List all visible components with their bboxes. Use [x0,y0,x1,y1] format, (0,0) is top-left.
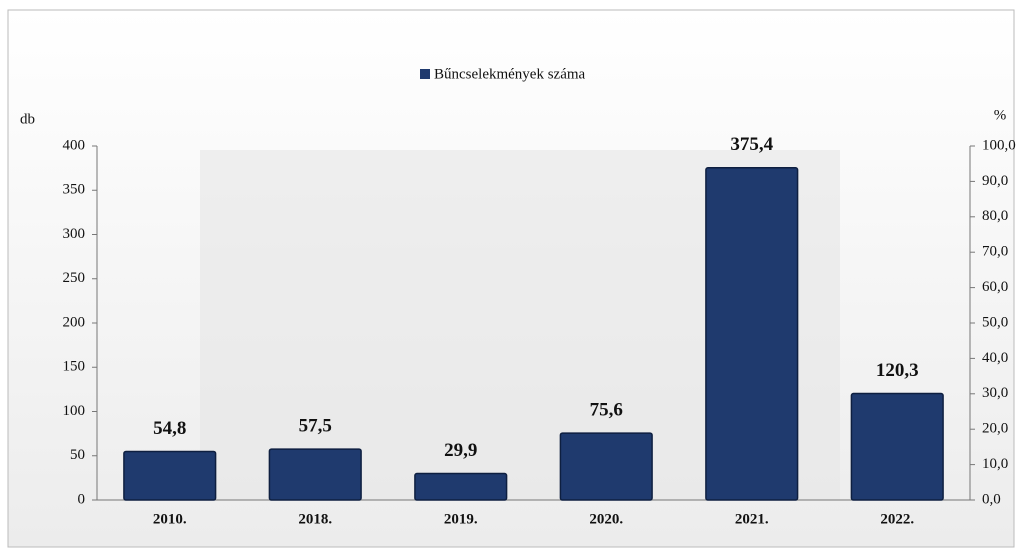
y-tick-label: 250 [63,270,86,286]
value-label: 29,9 [444,440,477,461]
value-label: 375,4 [730,134,773,155]
y2-tick-label: 50,0 [982,314,1008,330]
value-label: 54,8 [153,418,186,439]
legend-swatch [420,69,430,79]
y2-tick-label: 0,0 [982,491,1001,507]
y-tick-label: 350 [63,182,86,198]
y-tick-label: 150 [63,359,86,375]
y2-tick-label: 60,0 [982,279,1008,295]
y2-tick-label: 30,0 [982,385,1008,401]
y2-tick-label: 40,0 [982,350,1008,366]
y-tick-label: 300 [63,226,86,242]
y2-tick-label: 70,0 [982,244,1008,260]
value-label: 75,6 [590,399,623,420]
x-tick-label: 2010. [153,511,187,527]
y2-tick-label: 80,0 [982,208,1008,224]
y-axis-label: db [20,111,35,127]
y-tick-label: 0 [78,491,86,507]
bar [414,472,508,501]
y-tick-label: 200 [63,314,86,330]
y2-tick-label: 100,0 [982,137,1016,153]
bar [268,448,362,501]
bar [850,392,944,501]
y-tick-label: 400 [63,137,86,153]
bar [705,167,799,501]
x-tick-label: 2020. [589,511,623,527]
y2-tick-label: 20,0 [982,421,1008,437]
bar [559,432,653,501]
y2-axis-label: % [994,107,1007,123]
x-tick-label: 2022. [880,511,914,527]
bar [123,450,217,501]
x-tick-label: 2019. [444,511,478,527]
legend-label: Bűncselekmények száma [434,66,586,82]
y-tick-label: 50 [70,447,85,463]
y2-tick-label: 10,0 [982,456,1008,472]
x-tick-label: 2018. [298,511,332,527]
value-label: 57,5 [299,415,332,436]
y2-tick-label: 90,0 [982,173,1008,189]
x-tick-label: 2021. [735,511,769,527]
value-label: 120,3 [876,360,919,381]
y-tick-label: 100 [63,403,86,419]
